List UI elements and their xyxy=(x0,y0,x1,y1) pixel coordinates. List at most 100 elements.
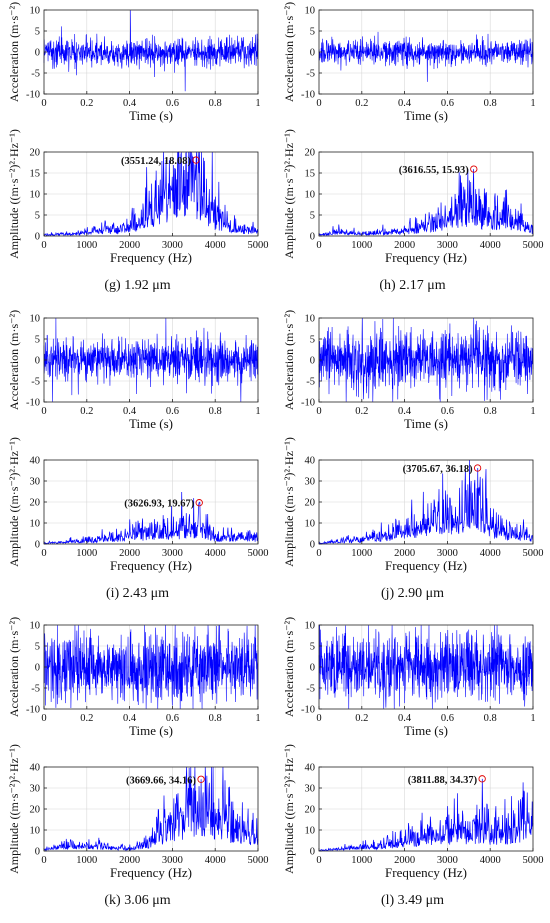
time-j-ytick-label: 5 xyxy=(310,335,315,346)
spectrum-j-xtick-label: 5000 xyxy=(523,548,544,559)
spectrum-k-ytick-label: 10 xyxy=(30,826,41,837)
time-h-ytick-label: 0 xyxy=(310,48,315,59)
panel-g: 0 0.2 0.4 0.6 0.8 1 -10 -5 0 5 10 Time (s) Accelerat… xyxy=(0,0,275,308)
time-h-ylabel: Acceleration (m·s⁻²) xyxy=(282,2,296,102)
time-i-ytick-label: 5 xyxy=(35,335,40,346)
spectrum-h-xtick-label: 0 xyxy=(316,240,321,251)
time-h-frame: 0 0.2 0.4 0.6 0.8 1 -10 -5 0 5 10 Time (s) Accelerat… xyxy=(282,2,536,123)
spectrum-g-ylabel: Amplitude ((m·s⁻²)²·Hz⁻¹) xyxy=(7,129,21,259)
spectrum-i-xtick-label: 1000 xyxy=(76,548,97,559)
spectrum-k-xtick-label: 1000 xyxy=(76,855,97,866)
time-h-ytick-label: 10 xyxy=(305,6,316,17)
time-signal-g xyxy=(43,10,259,92)
spectrum-g-xtick-label: 5000 xyxy=(248,240,269,251)
time-l-xtick-label: 0.4 xyxy=(398,713,412,724)
spectrum-signal-h xyxy=(318,169,534,237)
spectrum-k-xtick-label: 5000 xyxy=(248,855,269,866)
spectrum-l-xlabel: Frequency (Hz) xyxy=(385,865,467,880)
spectrum-k-xtick-label: 2000 xyxy=(119,855,140,866)
time-i-xlabel: Time (s) xyxy=(129,416,173,431)
time-i-xtick-label: 0.4 xyxy=(123,406,137,417)
time-k-frame: 0 0.2 0.4 0.6 0.8 1 -10 -5 0 5 10 Time (s) Accelerat… xyxy=(7,617,261,738)
spectrum-j-xlabel: Frequency (Hz) xyxy=(385,558,467,573)
time-i-xtick-label: 0.8 xyxy=(209,406,222,417)
time-h-ytick-label: -5 xyxy=(306,69,315,80)
spectrum-g-ytick-label: 0 xyxy=(35,232,40,243)
time-h-xtick-label: 0.8 xyxy=(484,98,497,109)
time-g-frame: 0 0.2 0.4 0.6 0.8 1 -10 -5 0 5 10 Time (s) Accelerat… xyxy=(7,2,261,123)
spectrum-h-axes xyxy=(319,152,533,236)
spectrum-l-xtick-label: 0 xyxy=(316,855,321,866)
time-k-xtick-label: 0.8 xyxy=(209,713,222,724)
time-g-ytick-label: -10 xyxy=(26,90,40,101)
panel-l: 0 0.2 0.4 0.6 0.8 1 -10 -5 0 5 10 Time (s) Accelerat… xyxy=(275,615,550,923)
plot-h: 0 0.2 0.4 0.6 0.8 1 -10 -5 0 5 10 Time (s) Accelerat… xyxy=(282,2,544,265)
peak-label-k: (3669.66, 34.16) xyxy=(126,775,196,786)
time-g-xtick-label: 1 xyxy=(255,98,260,109)
time-i-xtick-label: 0.2 xyxy=(80,406,93,417)
spectrum-j-xtick-label: 3000 xyxy=(437,548,458,559)
plot-l: 0 0.2 0.4 0.6 0.8 1 -10 -5 0 5 10 Time (s) Accelerat… xyxy=(282,617,544,880)
spectrum-j-ytick-label: 30 xyxy=(305,477,316,488)
spectrum-signal-j xyxy=(318,459,534,545)
spectrum-h-xtick-label: 4000 xyxy=(480,240,501,251)
time-g-xtick-label: 0 xyxy=(41,98,46,109)
peak-label-l: (3811.88, 34.37) xyxy=(408,775,478,786)
spectrum-i-xtick-label: 0 xyxy=(41,548,46,559)
time-j-xtick-label: 0.6 xyxy=(441,406,454,417)
spectrum-g-xtick-label: 2000 xyxy=(119,240,140,251)
time-j-xtick-label: 1 xyxy=(530,406,535,417)
panel-k: 0 0.2 0.4 0.6 0.8 1 -10 -5 0 5 10 Time (s) Accelerat… xyxy=(0,615,275,923)
time-g-ytick-label: 0 xyxy=(35,48,40,59)
time-j-ytick-label: -10 xyxy=(301,398,315,409)
spectrum-h-xtick-label: 3000 xyxy=(437,240,458,251)
peak-label-g: (3551.24, 18.08) xyxy=(121,156,191,167)
spectrum-i-ytick-label: 20 xyxy=(30,498,41,509)
spectrum-h-ytick-label: 0 xyxy=(310,232,315,243)
time-j-ytick-label: 0 xyxy=(310,356,315,367)
time-l-xtick-label: 0.8 xyxy=(484,713,497,724)
time-h-xlabel: Time (s) xyxy=(404,108,448,123)
time-i-ytick-label: -10 xyxy=(26,398,40,409)
panel-h: 0 0.2 0.4 0.6 0.8 1 -10 -5 0 5 10 Time (s) Accelerat… xyxy=(275,0,550,308)
peak-label-j: (3705.67, 36.18) xyxy=(403,464,473,475)
spectrum-j-ytick-label: 40 xyxy=(305,456,316,467)
time-g-ytick-label: 10 xyxy=(30,6,41,17)
time-l-ytick-label: 5 xyxy=(310,642,315,653)
time-l-frame: 0 0.2 0.4 0.6 0.8 1 -10 -5 0 5 10 Time (s) Accelerat… xyxy=(282,617,536,738)
spectrum-k-ytick-label: 30 xyxy=(30,784,41,795)
time-g-ytick-label: -5 xyxy=(31,69,40,80)
time-g-ylabel: Acceleration (m·s⁻²) xyxy=(7,2,21,102)
caption-h: (h) 2.17 μm xyxy=(379,278,446,293)
time-k-ytick-label: -10 xyxy=(26,705,40,716)
time-j-xtick-label: 0 xyxy=(316,406,321,417)
spectrum-g-xtick-label: 1000 xyxy=(76,240,97,251)
time-i-ytick-label: -5 xyxy=(31,377,40,388)
spectrum-h-xtick-label: 2000 xyxy=(394,240,415,251)
time-i-ylabel: Acceleration (m·s⁻²) xyxy=(7,310,21,410)
time-h-xtick-label: 0.6 xyxy=(441,98,454,109)
time-g-xtick-label: 0.8 xyxy=(209,98,222,109)
time-k-xtick-label: 0.6 xyxy=(166,713,179,724)
spectrum-k-xlabel: Frequency (Hz) xyxy=(110,865,192,880)
spectrum-i-ytick-label: 40 xyxy=(30,456,41,467)
time-l-xtick-label: 1 xyxy=(530,713,535,724)
spectrum-l-xtick-label: 1000 xyxy=(351,855,372,866)
spectrum-j-frame: 0 1000 2000 3000 4000 5000 0 10 20 30 40 Frequency … xyxy=(282,437,544,573)
spectrum-i-frame: 0 1000 2000 3000 4000 5000 0 10 20 30 40 Frequency … xyxy=(7,437,269,573)
time-k-ytick-label: 0 xyxy=(35,663,40,674)
spectrum-l-ytick-label: 10 xyxy=(305,826,316,837)
time-k-ytick-label: -5 xyxy=(31,684,40,695)
time-g-xtick-label: 0.4 xyxy=(123,98,137,109)
time-l-xlabel: Time (s) xyxy=(404,723,448,738)
peak-marker-g xyxy=(192,156,200,164)
spectrum-j-xtick-label: 0 xyxy=(316,548,321,559)
time-j-frame: 0 0.2 0.4 0.6 0.8 1 -10 -5 0 5 10 Time (s) Accelerat… xyxy=(282,310,536,431)
time-signal-i xyxy=(43,318,259,402)
time-g-xlabel: Time (s) xyxy=(129,108,173,123)
time-l-xtick-label: 0.2 xyxy=(355,713,368,724)
spectrum-h-ytick-label: 5 xyxy=(310,211,315,222)
panel-j: 0 0.2 0.4 0.6 0.8 1 -10 -5 0 5 10 Time (s) Accelerat… xyxy=(275,308,550,616)
time-k-xtick-label: 0 xyxy=(41,713,46,724)
spectrum-k-ytick-label: 40 xyxy=(30,763,41,774)
